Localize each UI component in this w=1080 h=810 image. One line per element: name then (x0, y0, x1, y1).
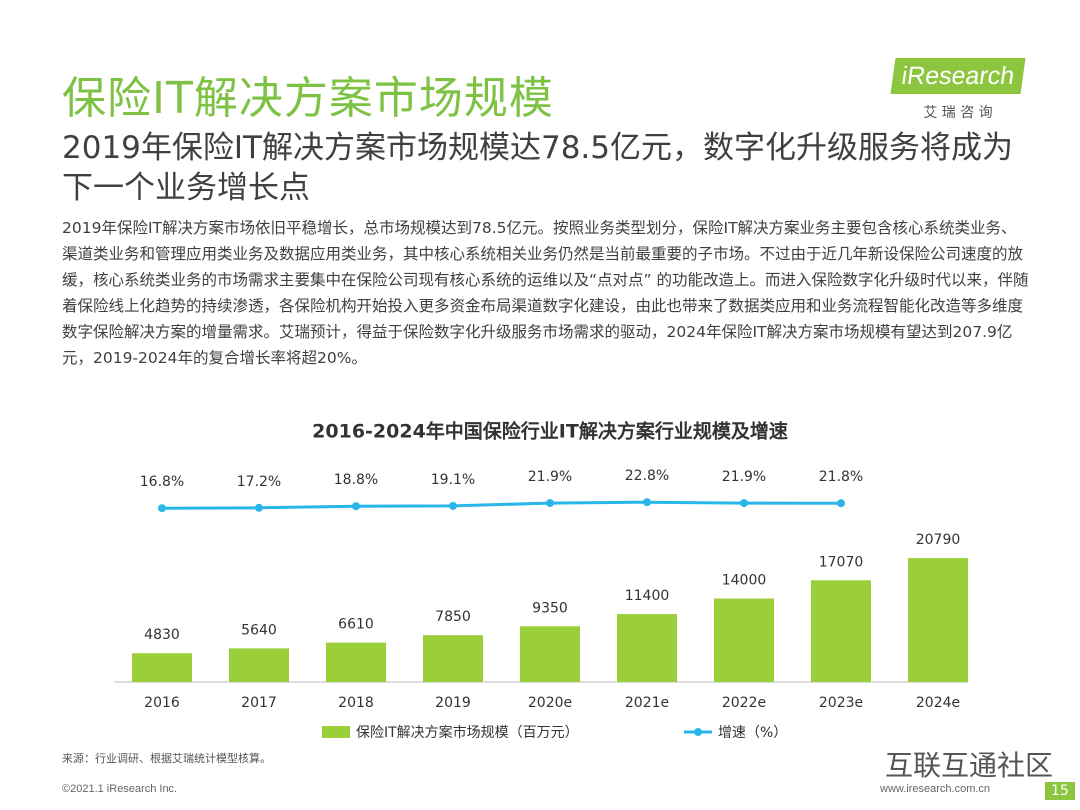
value-label: 22.8% (625, 468, 669, 484)
value-label: 21.9% (528, 469, 572, 485)
bar (908, 558, 968, 682)
legend-swatch (694, 728, 702, 736)
x-tick-label: 2018 (338, 695, 374, 711)
logo: iResearch (890, 58, 1026, 94)
point (740, 499, 748, 508)
watermark: 互联互通社区 (885, 749, 1054, 782)
value-label: 7850 (435, 609, 471, 625)
logo-name: 艾 瑞 咨 询 (923, 105, 993, 121)
point (158, 504, 166, 513)
bar (617, 614, 677, 682)
bar (714, 598, 774, 682)
value-label: 17.2% (237, 474, 281, 490)
x-tick-label: 2022e (722, 695, 766, 711)
source: 来源：行业调研、根据艾瑞统计模型核算。 (62, 752, 271, 765)
value-label: 6610 (338, 617, 374, 633)
bar (520, 626, 580, 682)
subtitle: 2019年保险IT解决方案市场规模达78.5亿元，数字化升级服务将成为下一个业务… (62, 130, 1013, 206)
value-label: 19.1% (431, 472, 475, 488)
page-number: 15 (1045, 782, 1075, 800)
value-label: 5640 (241, 622, 277, 638)
chart-title: 2016-2024年中国保险行业IT解决方案行业规模及增速 (312, 420, 788, 443)
legend-label: 保险IT解决方案市场规模（百万元） (356, 724, 579, 741)
value-label: 4830 (144, 627, 180, 643)
value-label: 20790 (916, 532, 961, 548)
x-tick-label: 2024e (916, 695, 960, 711)
title: 保险IT解决方案市场规模 (62, 73, 554, 124)
line (161, 500, 842, 510)
x-tick-label: 2020e (528, 695, 572, 711)
x-tick-label: 2019 (435, 695, 471, 711)
value-label: 14000 (722, 573, 767, 589)
x-tick-label: 2017 (241, 695, 277, 711)
value-label: 21.8% (819, 469, 863, 485)
value-label: 21.9% (722, 469, 766, 485)
legend-swatch (322, 726, 350, 738)
value-label: 17070 (819, 554, 864, 570)
x-tick-label: 2016 (144, 695, 180, 711)
bar (229, 648, 289, 682)
copyright: ©2021.1 iResearch Inc. (62, 783, 178, 795)
bar (132, 653, 192, 682)
bar (811, 580, 871, 682)
bar (423, 635, 483, 682)
point (546, 499, 554, 508)
point (255, 503, 263, 512)
bar (326, 642, 386, 682)
point (837, 499, 845, 508)
point (643, 498, 651, 507)
legend-label: 增速（%） (718, 725, 787, 741)
body-text: 2019年保险IT解决方案市场依旧平稳增长，总市场规模达到78.5亿元。按照业务… (62, 219, 1029, 367)
x-tick-label: 2021e (625, 695, 669, 711)
value-label: 16.8% (140, 474, 184, 490)
url: www.iresearch.com.cn (880, 783, 991, 795)
value-label: 18.8% (334, 472, 378, 488)
value-label: 9350 (532, 600, 568, 616)
point (352, 502, 360, 511)
point (449, 501, 457, 510)
x-tick-label: 2023e (819, 695, 863, 711)
value-label: 11400 (625, 588, 670, 604)
